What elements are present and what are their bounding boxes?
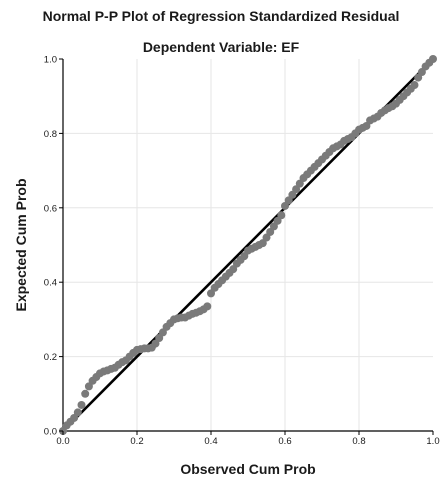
y-axis-label: Expected Cum Prob [13,178,29,311]
x-tick-label: 0.4 [204,436,217,447]
x-axis-ticks: 0.0 0.2 0.4 0.6 0.8 1.0 [56,431,440,447]
data-points [59,55,437,435]
y-tick-label: 1.0 [44,55,57,66]
x-tick-label: 0.8 [352,436,365,447]
data-point [429,55,437,63]
x-tick-label: 0.2 [130,436,143,447]
chart-title: Normal P-P Plot of Regression Standardiz… [43,8,400,24]
x-axis-label: Observed Cum Prob [180,461,315,477]
chart-subtitle: Dependent Variable: EF [143,39,300,55]
y-tick-label: 0.4 [44,278,57,289]
data-point [410,81,419,90]
y-tick-label: 0.2 [44,352,57,363]
y-tick-label: 0.8 [44,129,57,140]
y-tick-label: 0.0 [44,427,57,438]
plot-frame [62,59,433,432]
data-point [203,302,212,311]
data-point [73,408,82,417]
x-tick-label: 0.0 [56,436,69,447]
y-tick-label: 0.6 [44,203,57,214]
x-tick-label: 1.0 [426,436,439,447]
x-tick-label: 0.6 [278,436,291,447]
data-point [277,211,286,220]
data-point [77,400,86,409]
data-point [81,389,90,398]
y-axis-ticks: 0.0 0.2 0.4 0.6 0.8 1.0 [44,55,63,438]
